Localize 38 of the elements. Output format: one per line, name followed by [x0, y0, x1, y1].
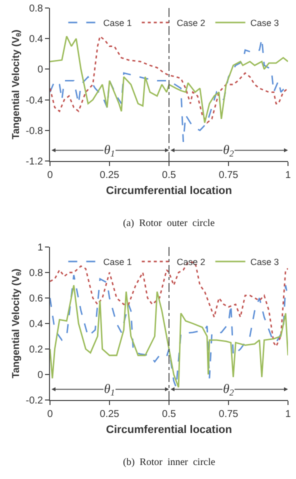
legend-label: Case 1: [103, 18, 132, 28]
x-tick-label: 0.75: [218, 170, 239, 181]
legend-label: Case 1: [103, 257, 132, 268]
x-tick-label: 0: [47, 409, 54, 420]
x-axis-title: Circumferential location: [106, 185, 232, 198]
y-tick-label: 0: [37, 64, 44, 76]
line-series: [50, 36, 288, 124]
y-tick-label: 0.8: [29, 4, 44, 14]
x-tick-label: 0.5: [162, 170, 176, 181]
x-tick-label: 0.5: [162, 409, 176, 420]
y-tick-label: -0.4: [26, 95, 44, 106]
legend-label: Case 2: [176, 257, 206, 268]
x-tick-label: 0.25: [100, 409, 120, 420]
annotation: θ$_{1}$: [104, 142, 115, 159]
text: (b) Rotor inner circle: [123, 457, 216, 468]
y-tick-label: 0: [37, 370, 44, 381]
x-tick-label: 1: [285, 409, 292, 420]
x-tick-label: 0.25: [100, 170, 120, 181]
x-tick-label: 0: [47, 170, 54, 181]
y-tick-label: 0.4: [29, 34, 44, 46]
x-tick-label: 1: [285, 170, 292, 181]
annotation: θ$_{2}$: [223, 381, 234, 398]
legend-label: Case 3: [250, 18, 279, 28]
y-tick-label: 1: [37, 242, 44, 254]
y-tick-label: -0.2: [26, 396, 44, 406]
annotation: θ$_{2}$: [223, 142, 234, 159]
y-tick-label: 0.2: [29, 344, 44, 356]
x-axis-title: Circumferential location: [106, 424, 232, 436]
y-tick-label: 0.6: [29, 294, 44, 304]
y-tick-label: 0.8: [29, 268, 44, 279]
legend-label: Case 3: [250, 257, 279, 268]
annotation: θ$_{1}$: [104, 381, 115, 398]
legend-label: Case 2: [176, 18, 206, 28]
y-tick-label: 0.4: [29, 319, 44, 330]
y-tick-label: -1.2: [26, 156, 44, 168]
text: (a) Rotor outer circle: [123, 218, 216, 229]
x-tick-label: 0.75: [218, 409, 239, 420]
y-tick-label: -0.8: [26, 126, 44, 137]
